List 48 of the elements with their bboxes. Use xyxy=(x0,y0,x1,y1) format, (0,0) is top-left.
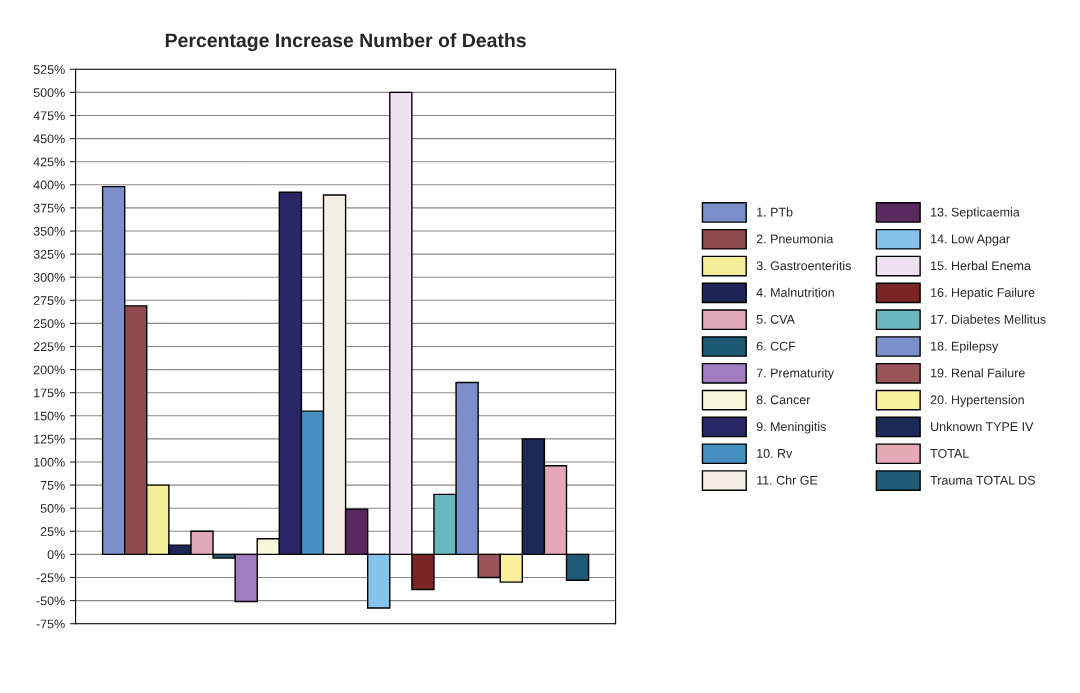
y-tick-label: 275% xyxy=(33,296,65,305)
legend-label: 14. Low Apgar xyxy=(931,234,1010,246)
y-tick-label: 325% xyxy=(33,249,65,259)
y-tick-label: -75% xyxy=(36,619,65,629)
y-tick-label: 50% xyxy=(40,504,65,513)
y-tick-label: 475% xyxy=(33,111,65,121)
legend-label: 1. PTb xyxy=(757,207,793,217)
legend-label: Trauma TOTAL DS xyxy=(930,475,1035,485)
legend-label: 20. Hypertension xyxy=(930,395,1024,407)
legend-label: 3. Gastroenteritis xyxy=(756,260,851,271)
y-tick-label: 450% xyxy=(33,134,65,144)
legend-label: 6. CCF xyxy=(756,341,796,351)
y-tick-label: 425% xyxy=(33,157,65,167)
y-tick-label: 100% xyxy=(34,457,65,467)
legend-label: 7. Prematurity xyxy=(756,368,834,380)
y-tick-label: 75% xyxy=(40,480,65,490)
legend-label: 15. Herbal Enema xyxy=(931,260,1031,271)
y-tick-label: 400% xyxy=(33,180,65,190)
legend-label: 18. Epilepsy xyxy=(931,341,999,354)
chart-title: Percentage Increase Number of Deaths xyxy=(165,32,526,52)
legend-label: 13. Septicaemia xyxy=(931,207,1020,219)
y-tick-label: 25% xyxy=(40,527,65,536)
legend-label: Unknown TYPE IV xyxy=(931,421,1034,432)
y-tick-label: 225% xyxy=(33,342,65,352)
legend-label: 2. Pneumonia xyxy=(756,234,834,244)
y-tick-label: 175% xyxy=(34,388,65,398)
legend-label: 17. Diabetes Mellitus xyxy=(931,314,1046,324)
y-tick-label: 375% xyxy=(33,203,65,213)
legend-label: 5. CVA xyxy=(756,314,795,324)
y-tick-label: 200% xyxy=(33,365,65,375)
y-tick-label: 525% xyxy=(33,65,65,74)
y-tick-label: -50% xyxy=(36,596,65,606)
y-tick-label: 0% xyxy=(47,550,65,560)
legend-label: 8. Cancer xyxy=(756,395,811,405)
legend-label: 16. Hepatic Failure xyxy=(931,287,1035,300)
y-tick-label: -25% xyxy=(36,573,65,583)
legend-label: 9. Meningitis xyxy=(756,421,826,434)
y-tick-label: 350% xyxy=(33,226,65,236)
y-tick-label: 300% xyxy=(33,273,65,282)
legend-label: 4. Malnutrition xyxy=(756,287,834,297)
legend-label: 10. Rv xyxy=(757,448,793,458)
y-tick-label: 500% xyxy=(33,88,65,98)
y-tick-label: 150% xyxy=(34,411,65,421)
legend-label: 11. Chr GE xyxy=(757,475,818,485)
legend-label: TOTAL xyxy=(930,448,969,458)
y-tick-label: 250% xyxy=(33,319,65,329)
legend-label: 19. Renal Failure xyxy=(931,368,1025,378)
y-tick-label: 125% xyxy=(34,434,65,444)
